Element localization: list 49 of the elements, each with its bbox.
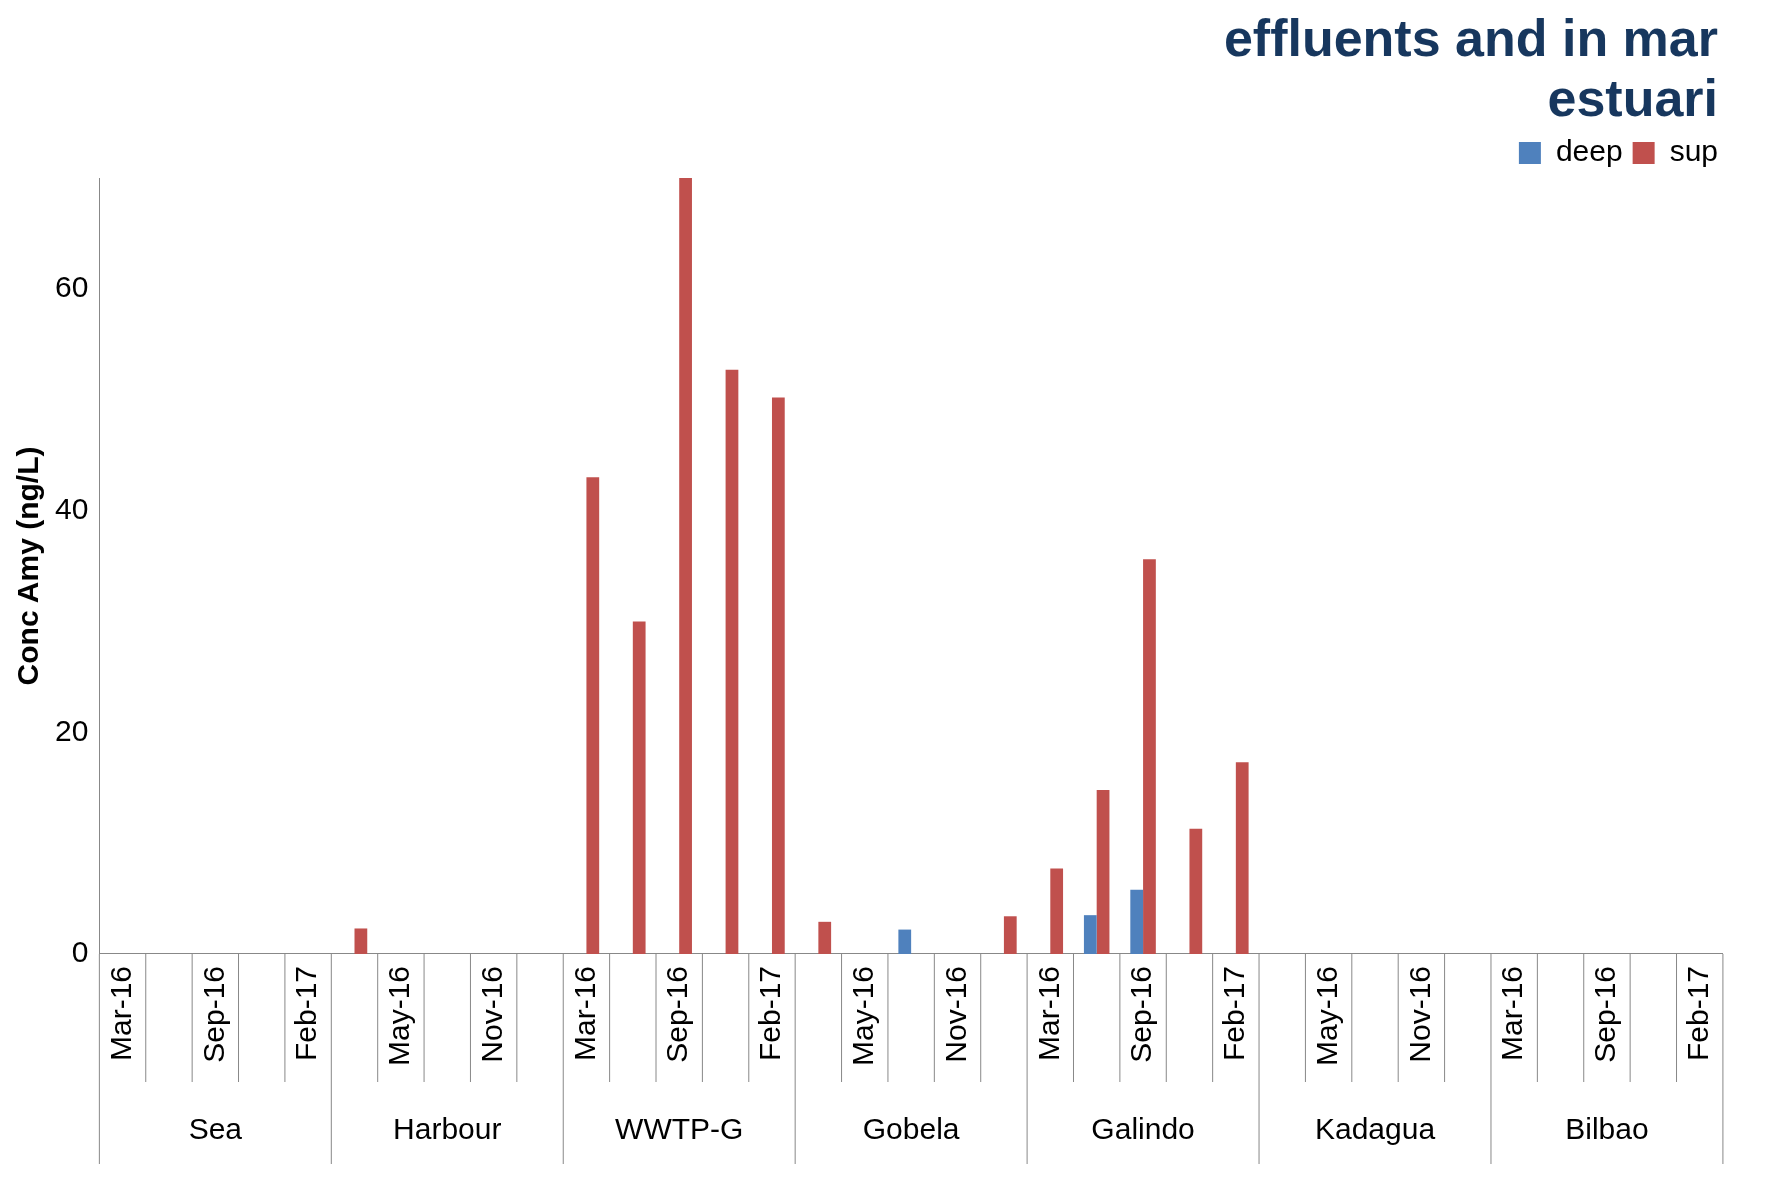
x-tick-label: May-16: [1309, 965, 1343, 1067]
bar: [898, 929, 912, 954]
legend-label: sup: [1669, 134, 1719, 168]
y-axis-title: Conc Amy (ng/L): [11, 446, 45, 686]
chart-title: effluents and in mar estuari: [1222, 8, 1718, 128]
bar: [1003, 916, 1017, 954]
bar: [1096, 789, 1110, 954]
x-tick-label: Sep-16: [1124, 965, 1158, 1063]
bar: [1189, 828, 1203, 954]
bar: [1130, 889, 1144, 954]
x-tick-label: Sep-16: [660, 965, 694, 1063]
x-tick-label: Mar-16: [103, 965, 137, 1061]
y-tick-label: 40: [54, 491, 89, 525]
bar: [771, 397, 785, 954]
bar: [1083, 915, 1097, 954]
x-tick-label: Sep-16: [196, 965, 230, 1063]
x-tick-label: Feb-17: [1680, 965, 1714, 1062]
bar: [354, 928, 368, 954]
x-tick-label: Nov-16: [474, 965, 508, 1063]
bar: [1143, 559, 1156, 954]
x-tick-label: May-16: [846, 965, 880, 1067]
x-tick-label: Mar-16: [567, 965, 601, 1061]
text: WWTP-G: [615, 1112, 744, 1146]
x-tick-label: Mar-16: [1031, 965, 1065, 1061]
y-tick-label: 0: [71, 935, 89, 969]
y-tick-label: 20: [54, 713, 89, 747]
x-tick-label: Feb-17: [1217, 965, 1251, 1062]
x-tick-label: Mar-16: [1495, 965, 1529, 1061]
x-tick-label: Sep-16: [1588, 965, 1622, 1063]
text: Harbour: [393, 1112, 502, 1146]
y-tick-label: 60: [54, 270, 89, 304]
x-tick-label: Nov-16: [938, 965, 972, 1063]
text: Kadagua: [1314, 1112, 1436, 1146]
x-tick-label: May-16: [382, 965, 416, 1067]
bar: [1235, 762, 1249, 954]
text: Galindo: [1091, 1112, 1195, 1146]
x-tick-label: Feb-17: [289, 965, 323, 1062]
bar: [632, 621, 646, 954]
x-tick-label: Nov-16: [1402, 965, 1436, 1063]
legend-label: deep: [1555, 134, 1623, 168]
text: Bilbao: [1565, 1112, 1649, 1146]
bar: [586, 477, 600, 954]
bar: [818, 921, 832, 954]
x-tick-label: Feb-17: [753, 965, 787, 1062]
text: Gobela: [862, 1112, 960, 1146]
bar: [1050, 868, 1064, 954]
text: Sea: [188, 1112, 243, 1146]
bar: [725, 369, 739, 954]
bar: [679, 178, 692, 954]
